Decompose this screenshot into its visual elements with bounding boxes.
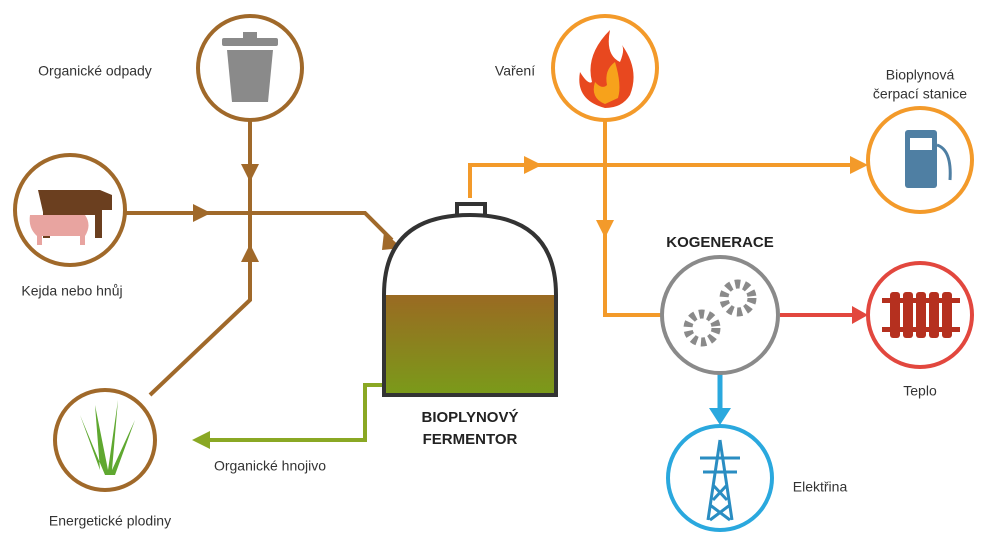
power-arrow <box>709 408 731 425</box>
fermentor <box>382 202 558 397</box>
fertilizer-line <box>205 383 382 442</box>
label: čerpací stanice <box>873 86 967 102</box>
label: KOGENERACE <box>666 234 774 251</box>
label: FERMENTOR <box>423 431 518 448</box>
label: Vaření <box>495 63 535 79</box>
heat-arrow <box>852 306 868 324</box>
trash-icon <box>222 32 278 102</box>
label: Bioplynová <box>886 67 955 83</box>
gas-arrows <box>524 156 868 238</box>
label: Elektřina <box>793 479 848 495</box>
flame-icon <box>579 30 634 108</box>
gears-icon <box>683 279 757 347</box>
pylon-icon <box>700 439 740 522</box>
label: BIOPLYNOVÝ <box>422 408 519 426</box>
node-circles <box>13 14 974 532</box>
label: Energetické plodiny <box>49 513 171 529</box>
label: Teplo <box>903 383 937 399</box>
label: Organické hnojivo <box>214 458 326 474</box>
fertilizer-arrow <box>192 431 210 449</box>
input-lines <box>125 120 394 397</box>
pump-icon <box>905 130 952 188</box>
animals-icon <box>29 190 112 245</box>
label: Kejda nebo hnůj <box>21 283 122 299</box>
radiator-icon <box>882 292 960 338</box>
gas-lines <box>468 120 850 317</box>
grass-icon <box>80 400 135 475</box>
label: Organické odpady <box>38 63 152 79</box>
